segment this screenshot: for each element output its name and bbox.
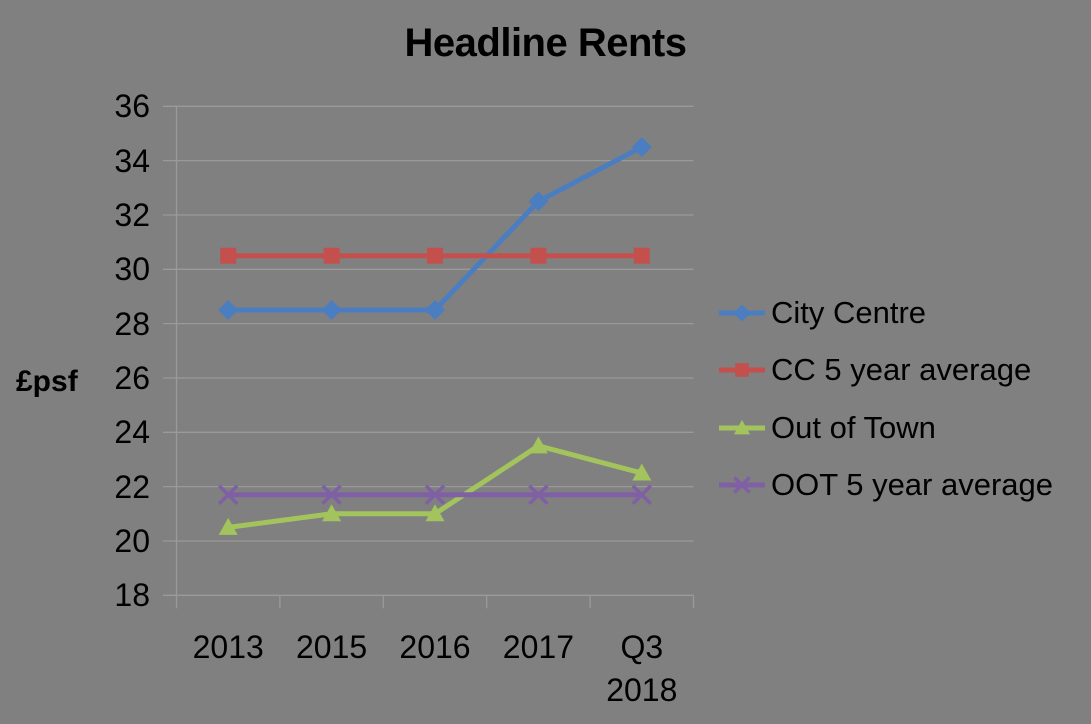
square-marker-icon — [323, 247, 340, 264]
diamond-marker-icon — [321, 300, 342, 321]
legend-x-icon — [719, 475, 765, 494]
y-tick-label: 28 — [114, 305, 150, 342]
x-marker-icon — [733, 475, 751, 494]
y-tick-label: 26 — [114, 359, 150, 396]
x-tick-label: 2015 — [296, 629, 368, 665]
square-marker-icon — [427, 247, 443, 264]
legend-item: CC 5 year average — [718, 350, 1031, 390]
diamond-marker-icon — [631, 137, 652, 158]
x-marker-icon — [528, 484, 549, 506]
x-marker-icon — [424, 484, 446, 506]
triangle-marker-icon — [218, 517, 238, 535]
y-tick-label: 34 — [114, 142, 150, 179]
legend-diamond-icon — [719, 304, 765, 322]
diamond-marker-icon — [425, 300, 445, 321]
triangle-marker-icon — [425, 504, 445, 522]
x-tick-label: 2017 — [502, 629, 574, 665]
triangle-marker-icon — [632, 463, 652, 481]
y-tick-label: 22 — [114, 468, 150, 505]
legend-triangle-icon — [719, 419, 765, 434]
square-marker-icon — [735, 363, 749, 378]
y-tick-label: 20 — [114, 522, 150, 559]
diamond-marker-icon — [528, 191, 549, 212]
y-tick-label: 32 — [114, 196, 150, 233]
chart-title: Headline Rents — [404, 21, 687, 65]
legend-item: Out of Town — [718, 408, 936, 448]
legend-label: City Centre — [771, 295, 927, 330]
legend-item: OOT 5 year average — [718, 465, 1053, 505]
x-marker-icon — [321, 484, 342, 506]
triangle-marker-icon — [733, 419, 751, 434]
diamond-marker-icon — [733, 304, 751, 322]
diamond-marker-icon — [218, 300, 239, 321]
square-marker-icon — [220, 247, 237, 264]
y-axis-title: £psf — [16, 365, 78, 398]
y-tick-label: 24 — [114, 414, 150, 451]
legend-item: City Centre — [718, 293, 926, 333]
x-tick-label: Q3 2018 — [606, 629, 678, 708]
legend-label: Out of Town — [771, 409, 936, 445]
legend-label: OOT 5 year average — [771, 466, 1054, 502]
x-marker-icon — [631, 484, 653, 506]
x-marker-icon — [217, 484, 239, 506]
triangle-marker-icon — [322, 504, 342, 522]
square-marker-icon — [633, 247, 650, 264]
y-tick-label: 18 — [114, 577, 150, 614]
y-tick-label: 36 — [114, 88, 150, 125]
legend-square-icon — [719, 363, 765, 378]
triangle-marker-icon — [528, 436, 548, 454]
square-marker-icon — [530, 247, 547, 264]
x-tick-label: 2016 — [399, 629, 471, 665]
x-tick-label: 2013 — [192, 629, 264, 665]
y-tick-label: 30 — [114, 251, 150, 288]
legend-label: CC 5 year average — [771, 352, 1032, 388]
